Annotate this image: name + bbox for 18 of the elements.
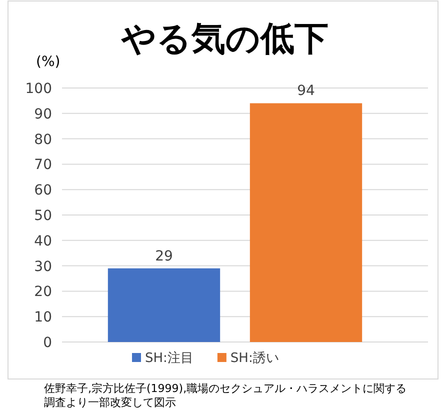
y-tick-label: 90 [34, 106, 52, 122]
y-tick-label: 50 [34, 208, 52, 224]
y-tick-label: 80 [34, 132, 52, 148]
y-tick-label: 40 [34, 233, 52, 250]
y-axis-title: (%) [36, 54, 60, 70]
y-tick-label: 30 [34, 258, 52, 275]
text: 佐野幸子,宗方比佐子(1999),職場のセクシュアル・ハラスメントに関する調査より一部改変して図示 [44, 382, 407, 409]
y-tick-label: 100 [25, 81, 52, 97]
legend-label: SH:注目 [145, 351, 194, 366]
y-tick-label: 60 [34, 182, 52, 199]
data-label: 29 [155, 248, 173, 264]
y-tick-label: 20 [34, 284, 52, 300]
y-tick-label: 0 [43, 335, 52, 351]
y-tick-label: 70 [34, 157, 52, 174]
y-tick-label: 10 [34, 310, 52, 326]
data-label: 94 [297, 83, 315, 100]
chart-title: やる気の低下 [120, 19, 328, 59]
legend-label: SH:誘い [230, 351, 279, 366]
